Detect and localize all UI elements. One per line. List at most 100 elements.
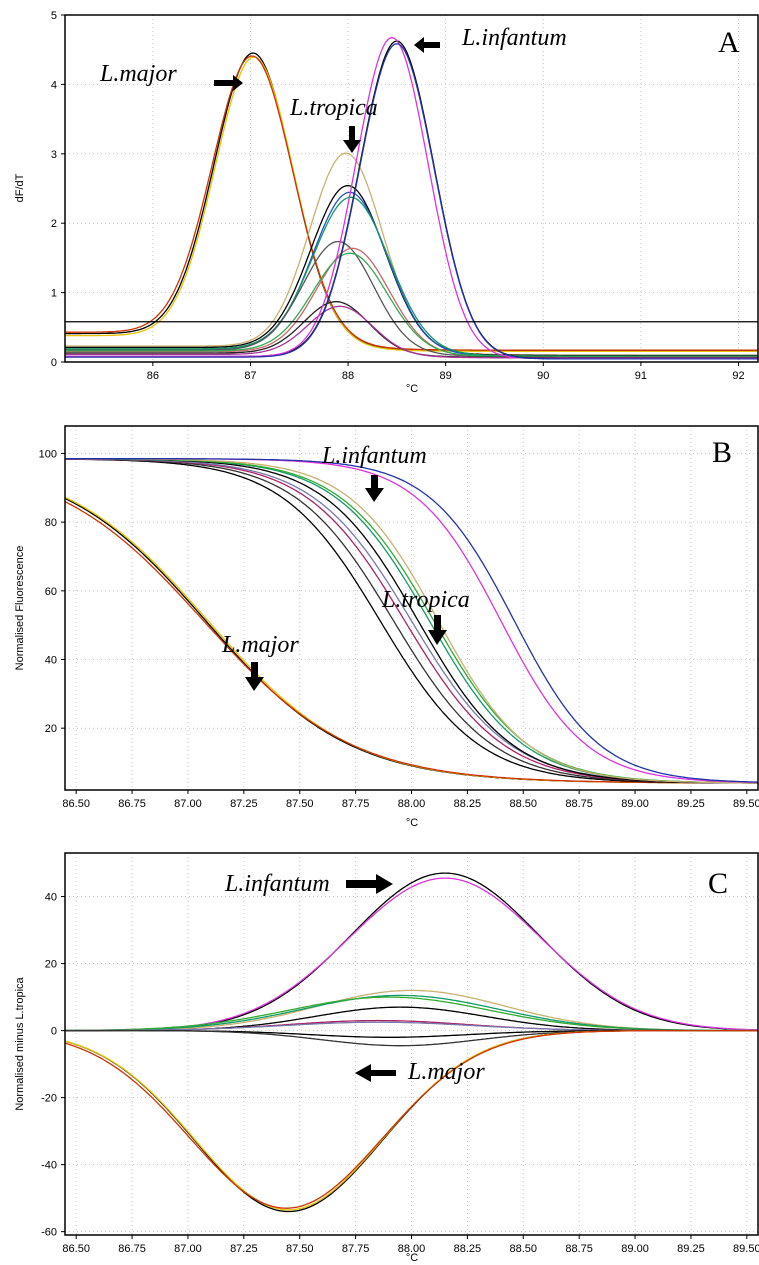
- x-tick-label-8: 88.50: [510, 798, 538, 810]
- curve-tropica-6: [65, 196, 758, 357]
- panel-b-arrow-tropica: [428, 615, 447, 645]
- curve-tropica-3: [65, 152, 758, 356]
- x-tick-label-2: 88: [342, 370, 354, 382]
- panel-a-label-tropica: L.tropica: [289, 95, 378, 121]
- panel-a-plot-frame: [64, 14, 759, 363]
- panel-a-x-axis-title: °C: [406, 383, 418, 395]
- x-tick-label-11: 89.25: [677, 1243, 705, 1255]
- curve-infantum-12: [65, 457, 758, 783]
- panel-b-label-tropica: L.tropica: [381, 587, 470, 613]
- curve-tropica-2: [65, 989, 758, 1032]
- x-tick-label-3: 87.25: [230, 798, 258, 810]
- panel-c-letter: C: [708, 867, 728, 900]
- panel-a-label-major: L.major: [99, 61, 177, 87]
- y-tick-label-5: 40: [45, 892, 57, 904]
- panel-c-x-axis-title: °C: [406, 1252, 418, 1264]
- panel-b-normalised-fluorescence-chart: 86.50 86.75 87.00 87.25 87.50 87.75 88.00 88.25…: [14, 425, 759, 829]
- x-tick-label-1: 87: [244, 370, 256, 382]
- curve-major-1: [65, 56, 758, 353]
- x-tick-label-12: 89.50: [733, 1243, 759, 1255]
- curve-major-0: [65, 497, 758, 784]
- curve-tropica-7: [65, 240, 758, 358]
- y-tick-label-2: -20: [41, 1093, 57, 1105]
- panel-c-difference-chart: 86.50 86.75 87.00 87.25 87.50 87.75 88.00 88.25…: [14, 852, 759, 1264]
- x-tick-label-9: 88.75: [565, 1243, 593, 1255]
- y-tick-label-2: 2: [51, 218, 57, 230]
- curve-major-1: [65, 496, 758, 784]
- curve-tropica-10: [65, 458, 758, 784]
- curve-tropica-9: [65, 1029, 758, 1047]
- y-tick-label-3: 0: [51, 1026, 57, 1038]
- panel-a-curves: [65, 36, 758, 360]
- y-tick-label-3: 3: [51, 149, 57, 161]
- x-tick-label-1: 86.75: [118, 798, 146, 810]
- y-tick-label-3: 80: [45, 517, 57, 529]
- y-tick-label-4: 4: [51, 79, 57, 91]
- x-tick-label-0: 86.50: [62, 798, 90, 810]
- panel-b-curves: [65, 457, 758, 784]
- panel-a-arrow-major: [214, 75, 243, 91]
- y-tick-label-0: -60: [41, 1227, 57, 1239]
- x-tick-label-0: 86.50: [62, 1243, 90, 1255]
- panel-c-label-major: L.major: [407, 1059, 485, 1085]
- panel-b-label-infantum: L.infantum: [321, 443, 427, 469]
- x-tick-label-10: 89.00: [621, 798, 649, 810]
- x-tick-label-9: 88.75: [565, 798, 593, 810]
- curve-tropica-5: [65, 191, 758, 357]
- x-tick-label-5: 87.75: [342, 798, 370, 810]
- panel-c-arrow-infantum: [346, 874, 393, 894]
- x-tick-label-4: 87.50: [286, 798, 314, 810]
- x-tick-label-6: 92: [732, 370, 744, 382]
- panel-b-arrow-major: [245, 662, 264, 691]
- x-tick-label-3: 87.25: [230, 1243, 258, 1255]
- x-tick-label-7: 88.25: [454, 798, 482, 810]
- panel-b-label-major: L.major: [221, 632, 299, 658]
- x-tick-label-5: 87.75: [342, 1243, 370, 1255]
- x-tick-label-2: 87.00: [174, 1243, 202, 1255]
- x-tick-label-10: 89.00: [621, 1243, 649, 1255]
- panel-a-arrow-infantum: [414, 37, 440, 53]
- y-tick-label-4: 20: [45, 959, 57, 971]
- x-tick-label-2: 87.00: [174, 798, 202, 810]
- panel-b-x-axis-title: °C: [406, 817, 418, 829]
- curve-tropica-4: [65, 184, 758, 357]
- x-tick-label-4: 87.50: [286, 1243, 314, 1255]
- y-tick-label-1: 40: [45, 655, 57, 667]
- panel-a-arrow-tropica: [343, 126, 361, 153]
- y-tick-label-0: 0: [51, 357, 57, 369]
- curve-major-0: [65, 52, 758, 352]
- curve-major-12: [65, 1029, 758, 1209]
- panel-c-arrow-major: [355, 1064, 396, 1082]
- x-tick-label-4: 90: [537, 370, 549, 382]
- y-tick-label-1: -40: [41, 1160, 57, 1172]
- x-tick-label-0: 86: [147, 370, 159, 382]
- curve-major-2: [65, 55, 758, 351]
- panel-b-arrow-infantum: [365, 475, 384, 502]
- curve-infantum-14: [65, 43, 758, 360]
- panel-b-y-axis-title: Normalised Fluorescence: [14, 546, 26, 671]
- panel-c-y-axis-title: Normalised minus L.tropica: [14, 976, 26, 1110]
- x-tick-label-5: 91: [635, 370, 647, 382]
- y-tick-label-1: 1: [51, 288, 57, 300]
- curve-major-2: [65, 501, 758, 784]
- x-tick-label-8: 88.50: [510, 1243, 538, 1255]
- curve-tropica-4: [65, 996, 758, 1032]
- x-tick-label-11: 89.25: [677, 798, 705, 810]
- x-tick-label-6: 88.00: [398, 798, 426, 810]
- y-tick-label-5: 5: [51, 10, 57, 22]
- curve-tropica-11: [65, 305, 758, 359]
- x-tick-label-7: 88.25: [454, 1243, 482, 1255]
- y-tick-label-0: 20: [45, 723, 57, 735]
- panel-a-letter: A: [718, 26, 740, 59]
- x-tick-label-1: 86.75: [118, 1243, 146, 1255]
- panel-c-label-infantum: L.infantum: [224, 871, 330, 897]
- curve-tropica-9: [65, 252, 758, 358]
- x-tick-label-3: 89: [440, 370, 452, 382]
- y-tick-label-4: 100: [39, 448, 57, 460]
- y-tick-label-2: 60: [45, 586, 57, 598]
- panel-a-y-axis-title: dF/dT: [14, 173, 26, 202]
- panel-b-letter: B: [712, 436, 732, 469]
- x-tick-label-12: 89.50: [733, 798, 759, 810]
